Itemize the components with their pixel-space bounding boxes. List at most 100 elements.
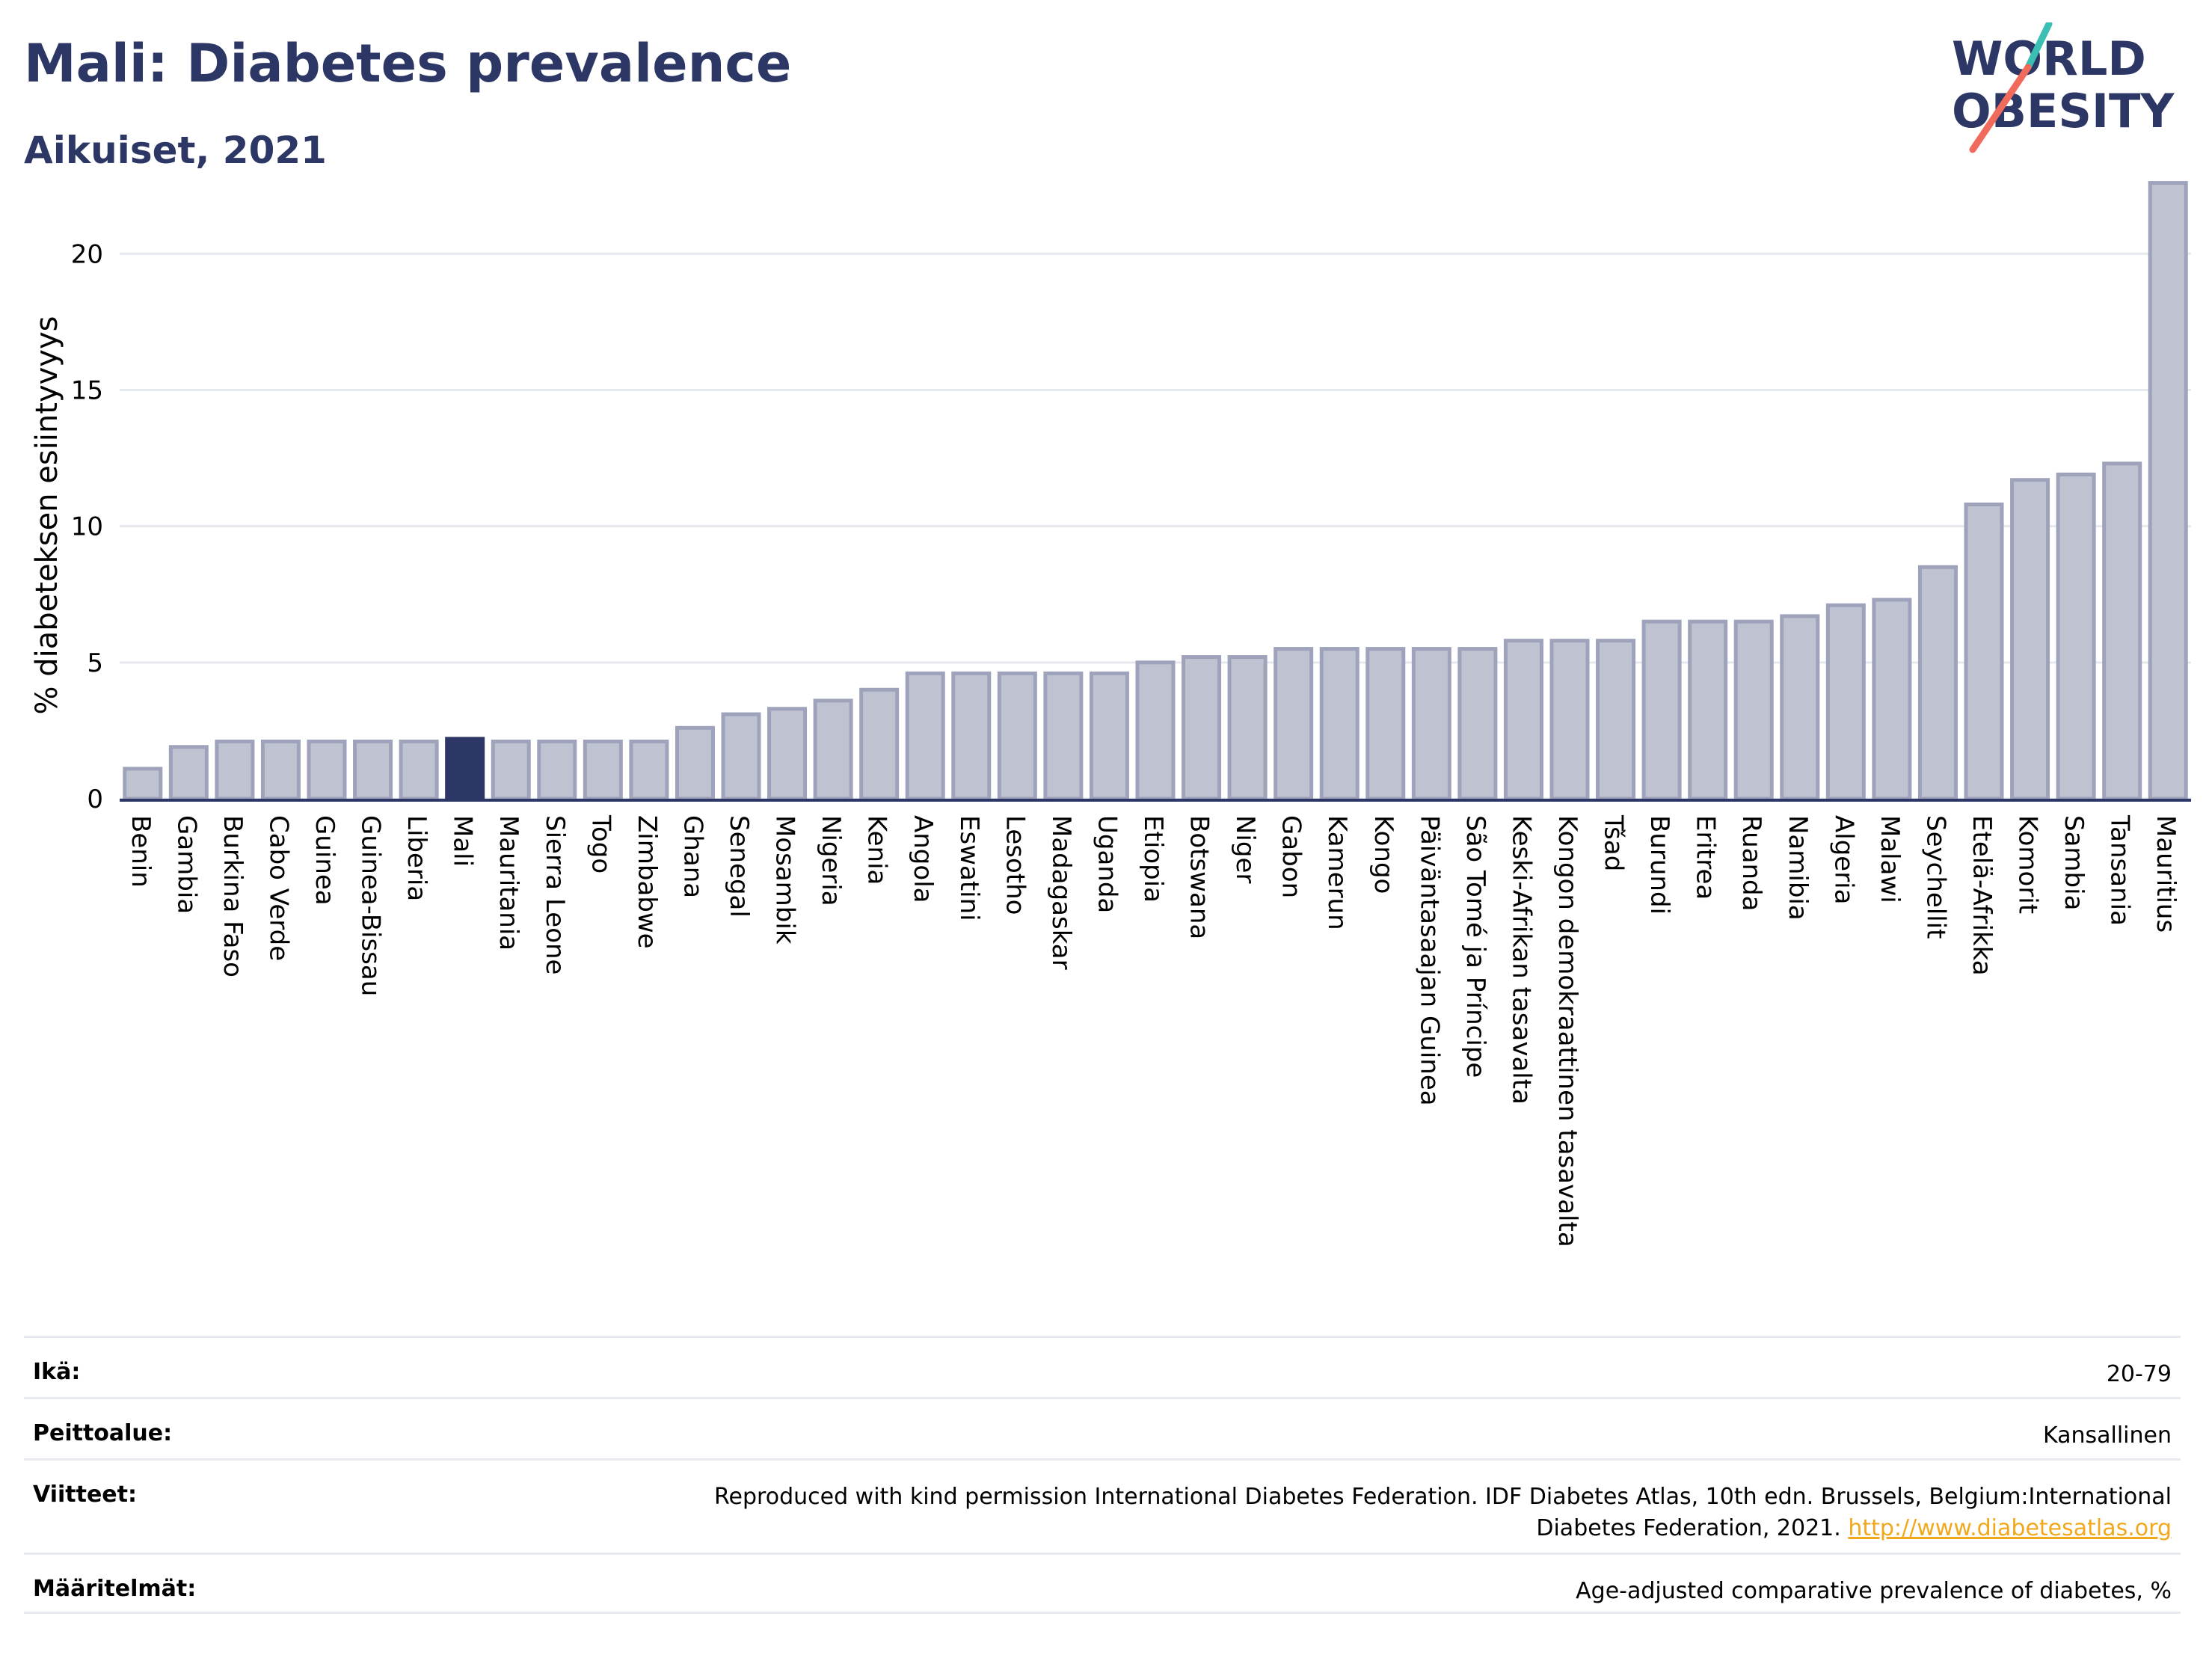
bar-kongo [1365, 647, 1406, 801]
bar-burkina-faso [215, 739, 255, 801]
x-tick-label: Niger [1230, 815, 1260, 883]
bar-ghana [675, 725, 715, 801]
bar-kongon-demokraattinen-tasavalta [1549, 639, 1590, 801]
bar-madagaskar [1043, 671, 1084, 801]
x-tick-label: Guinea [310, 815, 340, 906]
y-tick-label: 15 [71, 375, 103, 405]
bar-s-o-tom-ja-pr-ncipe [1457, 647, 1498, 801]
bar-t-ad [1596, 639, 1636, 801]
y-tick-label: 0 [87, 784, 103, 814]
x-tick-label: Mali [448, 815, 478, 867]
x-tick-label: Benin [126, 815, 156, 888]
x-tick-label: São Tomé ja Príncipe [1460, 815, 1490, 1078]
bar-togo [583, 739, 623, 801]
meta-value-age: 20-79 [2106, 1361, 2172, 1387]
x-tick-label: Päiväntasaajan Guinea [1414, 815, 1444, 1106]
logo-text-world: WORLD [1952, 31, 2146, 86]
meta-label-age: Ikä: [33, 1359, 81, 1385]
bar-nigeria [813, 698, 853, 801]
bar-kamerun [1319, 647, 1360, 801]
bar-senegal [721, 712, 761, 801]
bar-uganda [1089, 671, 1129, 801]
bar-chart: 0 5 10 15 20 % diabeteksen esiintyvyys Benin Ga… [30, 181, 2191, 1247]
bar-sambia [2056, 472, 2096, 801]
x-tick-label: Mauritania [494, 815, 523, 951]
x-tick-label: Senegal [724, 815, 754, 918]
page-subtitle: Aikuiset, 2021 [24, 129, 327, 172]
bar-botswana [1182, 655, 1222, 801]
metadata-table: Ikä: 20-79 Peittoalue: Kansallinen Viitt… [24, 1336, 2181, 1614]
x-tick-label: Sierra Leone [540, 815, 570, 974]
bar-mali [445, 737, 485, 801]
bar-eritrea [1688, 619, 1728, 801]
bar-seychellit [1917, 565, 1958, 801]
bar-etel-afrikka [1964, 503, 2004, 801]
bar-mauritius [2148, 181, 2188, 801]
x-tick-label: Angola [908, 815, 938, 903]
bar-cabo-verde [260, 739, 301, 801]
x-tick-label: Ruanda [1736, 815, 1766, 911]
references-text-cont: Diabetes Federation, 2021. [1536, 1515, 1841, 1541]
bar-p-iv-ntasaajan-guinea [1411, 647, 1451, 801]
x-tick-label: Botswana [1185, 815, 1214, 939]
x-tick-label: Etiopia [1138, 815, 1168, 903]
x-tick-label: Etelä-Afrikka [1967, 815, 1997, 976]
y-tick-label: 20 [71, 239, 103, 269]
x-tick-label: Kongo [1368, 815, 1398, 894]
logo-slash-teal [2024, 22, 2053, 71]
bar-sierra-leone [537, 739, 577, 801]
meta-value-references: Reproduced with kind permission Internat… [714, 1481, 2172, 1544]
meta-value-definitions: Age-adjusted comparative prevalence of d… [1576, 1578, 2172, 1604]
meta-label-coverage: Peittoalue: [33, 1420, 173, 1446]
diabetes-atlas-link[interactable]: http://www.diabetesatlas.org [1848, 1515, 2172, 1541]
x-tick-label: Ghana [678, 815, 707, 898]
x-tick-label: Keski-Afrikan tasavalta [1506, 815, 1536, 1105]
references-text: Reproduced with kind permission Internat… [714, 1484, 2172, 1510]
y-tick-label: 10 [71, 512, 103, 542]
x-tick-label: Tšad [1599, 814, 1629, 871]
bar-ruanda [1733, 619, 1774, 801]
meta-row-references: Viitteet: Reproduced with kind permissio… [24, 1458, 2181, 1553]
x-tick-label: Nigeria [816, 815, 846, 906]
meta-row-definitions: Määritelmät: Age-adjusted comparative pr… [24, 1553, 2181, 1614]
y-tick-label: 5 [87, 648, 103, 678]
bar-zimbabwe [629, 739, 669, 801]
x-tick-label: Seychellit [1920, 815, 1950, 939]
bar-komorit [2010, 478, 2050, 801]
x-tick-label: Sambia [2059, 815, 2089, 910]
bar-mauritania [491, 739, 531, 801]
x-tick-label: Malawi [1875, 815, 1905, 903]
bar-gambia [168, 745, 209, 801]
meta-label-definitions: Määritelmät: [33, 1576, 197, 1602]
bar-benin [123, 767, 163, 801]
world-obesity-logo: WORLD OBESITY [1952, 22, 2175, 153]
meta-value-coverage: Kansallinen [2042, 1422, 2172, 1449]
bar-liberia [399, 739, 439, 801]
logo-slash-coral [1969, 64, 2032, 153]
x-tick-label: Kongon demokraattinen tasavalta [1552, 815, 1582, 1247]
bar-tansania [2102, 461, 2142, 801]
bar-algeria [1825, 603, 1866, 801]
bar-eswatini [951, 671, 992, 801]
bar-namibia [1780, 614, 1820, 801]
bar-keski-afrikan-tasavalta [1503, 639, 1543, 801]
bar-etiopia [1135, 660, 1176, 801]
x-tick-label: Cabo Verde [263, 815, 293, 961]
bar-malawi [1872, 598, 1912, 801]
bar-kenia [859, 687, 900, 801]
x-tick-label: Gambia [171, 815, 201, 914]
bar-burundi [1641, 619, 1682, 801]
x-tick-label: Gabon [1276, 815, 1306, 898]
x-tick-label: Burundi [1644, 815, 1674, 915]
meta-row-coverage: Peittoalue: Kansallinen [24, 1397, 2181, 1458]
x-tick-label: Guinea-Bissau [356, 815, 386, 996]
x-tick-label: Eritrea [1691, 815, 1721, 900]
bar-angola [905, 671, 945, 801]
x-tick-label: Togo [586, 814, 615, 873]
bar-guinea-bissau [353, 739, 393, 801]
bar-niger [1227, 655, 1268, 801]
x-tick-label: Eswatini [954, 815, 984, 921]
y-axis-label: % diabeteksen esiintyvyys [30, 316, 64, 715]
bar-gabon [1274, 647, 1314, 801]
x-tick-label: Komorit [2013, 815, 2043, 914]
